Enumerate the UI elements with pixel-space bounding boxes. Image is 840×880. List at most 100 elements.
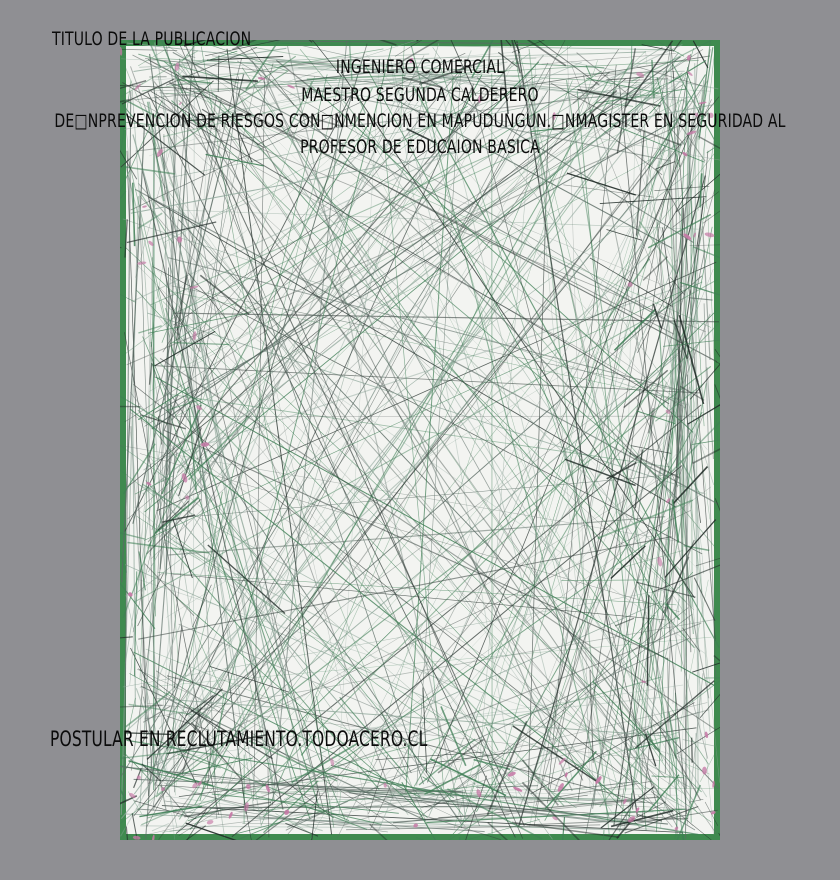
edge-stroke (487, 821, 509, 840)
sketch-line (175, 55, 425, 540)
edge-stroke (172, 518, 193, 579)
sketch-line (168, 290, 685, 401)
edge-stroke (663, 339, 720, 347)
profession-line-3: DE□NPREVENCION DE RIESGOS CON□NMENCION E… (54, 110, 786, 132)
edge-stroke (275, 59, 328, 102)
sketch-line (142, 47, 522, 797)
sketch-line (192, 41, 195, 783)
sketch-line (389, 794, 675, 831)
sketch-line (237, 92, 584, 781)
edge-stroke (378, 40, 397, 46)
edge-stroke (422, 776, 455, 799)
sketch-line (211, 91, 695, 649)
petal (177, 236, 183, 243)
sketch-line (158, 376, 463, 826)
sketch-line (124, 753, 151, 781)
petal (623, 798, 627, 805)
edge-stroke (649, 97, 665, 115)
sketch-line (636, 66, 703, 87)
edge-stroke (664, 602, 681, 621)
sketch-line (158, 80, 709, 840)
edge-stroke (207, 491, 223, 572)
edge-stroke (599, 196, 707, 205)
edge-stroke (421, 797, 468, 808)
edge-stroke (128, 703, 193, 716)
edge-stroke (154, 330, 216, 367)
edge-stroke (430, 758, 507, 797)
sketch-line (156, 74, 328, 794)
sketch-line (175, 404, 702, 834)
petal (189, 285, 199, 289)
sketch-line (151, 56, 681, 430)
sketch-line (150, 85, 647, 560)
edge-stroke (600, 128, 663, 176)
sketch-line (171, 96, 690, 374)
edge-stroke (623, 78, 669, 82)
edge-stroke (120, 405, 141, 408)
edge-stroke (550, 82, 642, 133)
edge-stroke (638, 614, 656, 640)
edge-stroke (165, 398, 202, 412)
sketch-line (151, 823, 169, 832)
edge-stroke (300, 735, 317, 756)
edge-stroke (173, 626, 183, 689)
edge-stroke (255, 793, 318, 840)
sketch-line (153, 81, 662, 755)
sketch-line (143, 281, 703, 541)
profession-line-4: PROFESOR DE EDUCAION BASICA (300, 136, 540, 158)
edge-stroke (577, 88, 661, 107)
sketch-line (157, 772, 628, 824)
sketch-line (139, 53, 430, 68)
edge-stroke (181, 40, 200, 62)
edge-stroke (209, 666, 290, 693)
petal (246, 784, 251, 790)
edge-stroke (330, 764, 435, 795)
sketch-line (138, 536, 672, 640)
edge-stroke (140, 414, 186, 430)
edge-stroke (161, 303, 178, 343)
petal (192, 782, 198, 789)
edge-stroke (139, 805, 203, 818)
sketch-line (162, 301, 647, 791)
sketch-line (364, 60, 598, 786)
edge-stroke (447, 788, 543, 840)
edge-stroke (614, 617, 635, 627)
sketch-line (268, 51, 646, 64)
sketch-line (690, 200, 693, 608)
edge-stroke (250, 47, 295, 106)
edge-stroke (450, 74, 483, 135)
sketch-line (139, 195, 673, 828)
sketch-line (687, 107, 701, 741)
line-texture (120, 40, 720, 840)
edge-stroke (245, 41, 293, 45)
sketch-line (121, 125, 145, 583)
petal (134, 83, 141, 91)
sketch-line (285, 637, 690, 831)
edge-stroke (154, 497, 199, 534)
sketch-line (157, 59, 180, 588)
sketch-line (688, 297, 713, 301)
sketch-line (401, 78, 659, 100)
sketch-line (226, 48, 333, 835)
edge-stroke (133, 571, 138, 677)
sketch-line (453, 86, 677, 829)
edge-stroke (676, 726, 720, 755)
edge-stroke (631, 445, 672, 454)
edge-stroke (714, 348, 720, 358)
edge-stroke (352, 83, 367, 114)
edge-stroke (138, 386, 190, 421)
edge-stroke (624, 40, 674, 108)
edge-stroke (207, 43, 288, 72)
edge-stroke (187, 415, 250, 481)
edge-stroke (150, 91, 221, 132)
sketch-line (170, 46, 663, 358)
edge-stroke (177, 78, 212, 84)
sketch-line (447, 98, 683, 806)
sketch-line (169, 70, 602, 345)
sketch-line (535, 189, 716, 807)
edge-stroke (196, 402, 219, 468)
sketch-line (152, 257, 156, 617)
sketch-line (237, 60, 673, 324)
edge-stroke (120, 547, 127, 574)
edge-stroke (418, 60, 485, 85)
